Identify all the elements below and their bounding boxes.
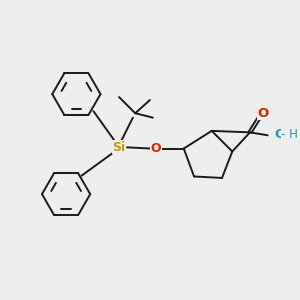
Text: O: O <box>274 128 286 141</box>
Text: O: O <box>151 142 161 155</box>
Text: - H: - H <box>281 128 298 141</box>
Text: Si: Si <box>112 141 126 154</box>
Text: O: O <box>257 107 268 120</box>
